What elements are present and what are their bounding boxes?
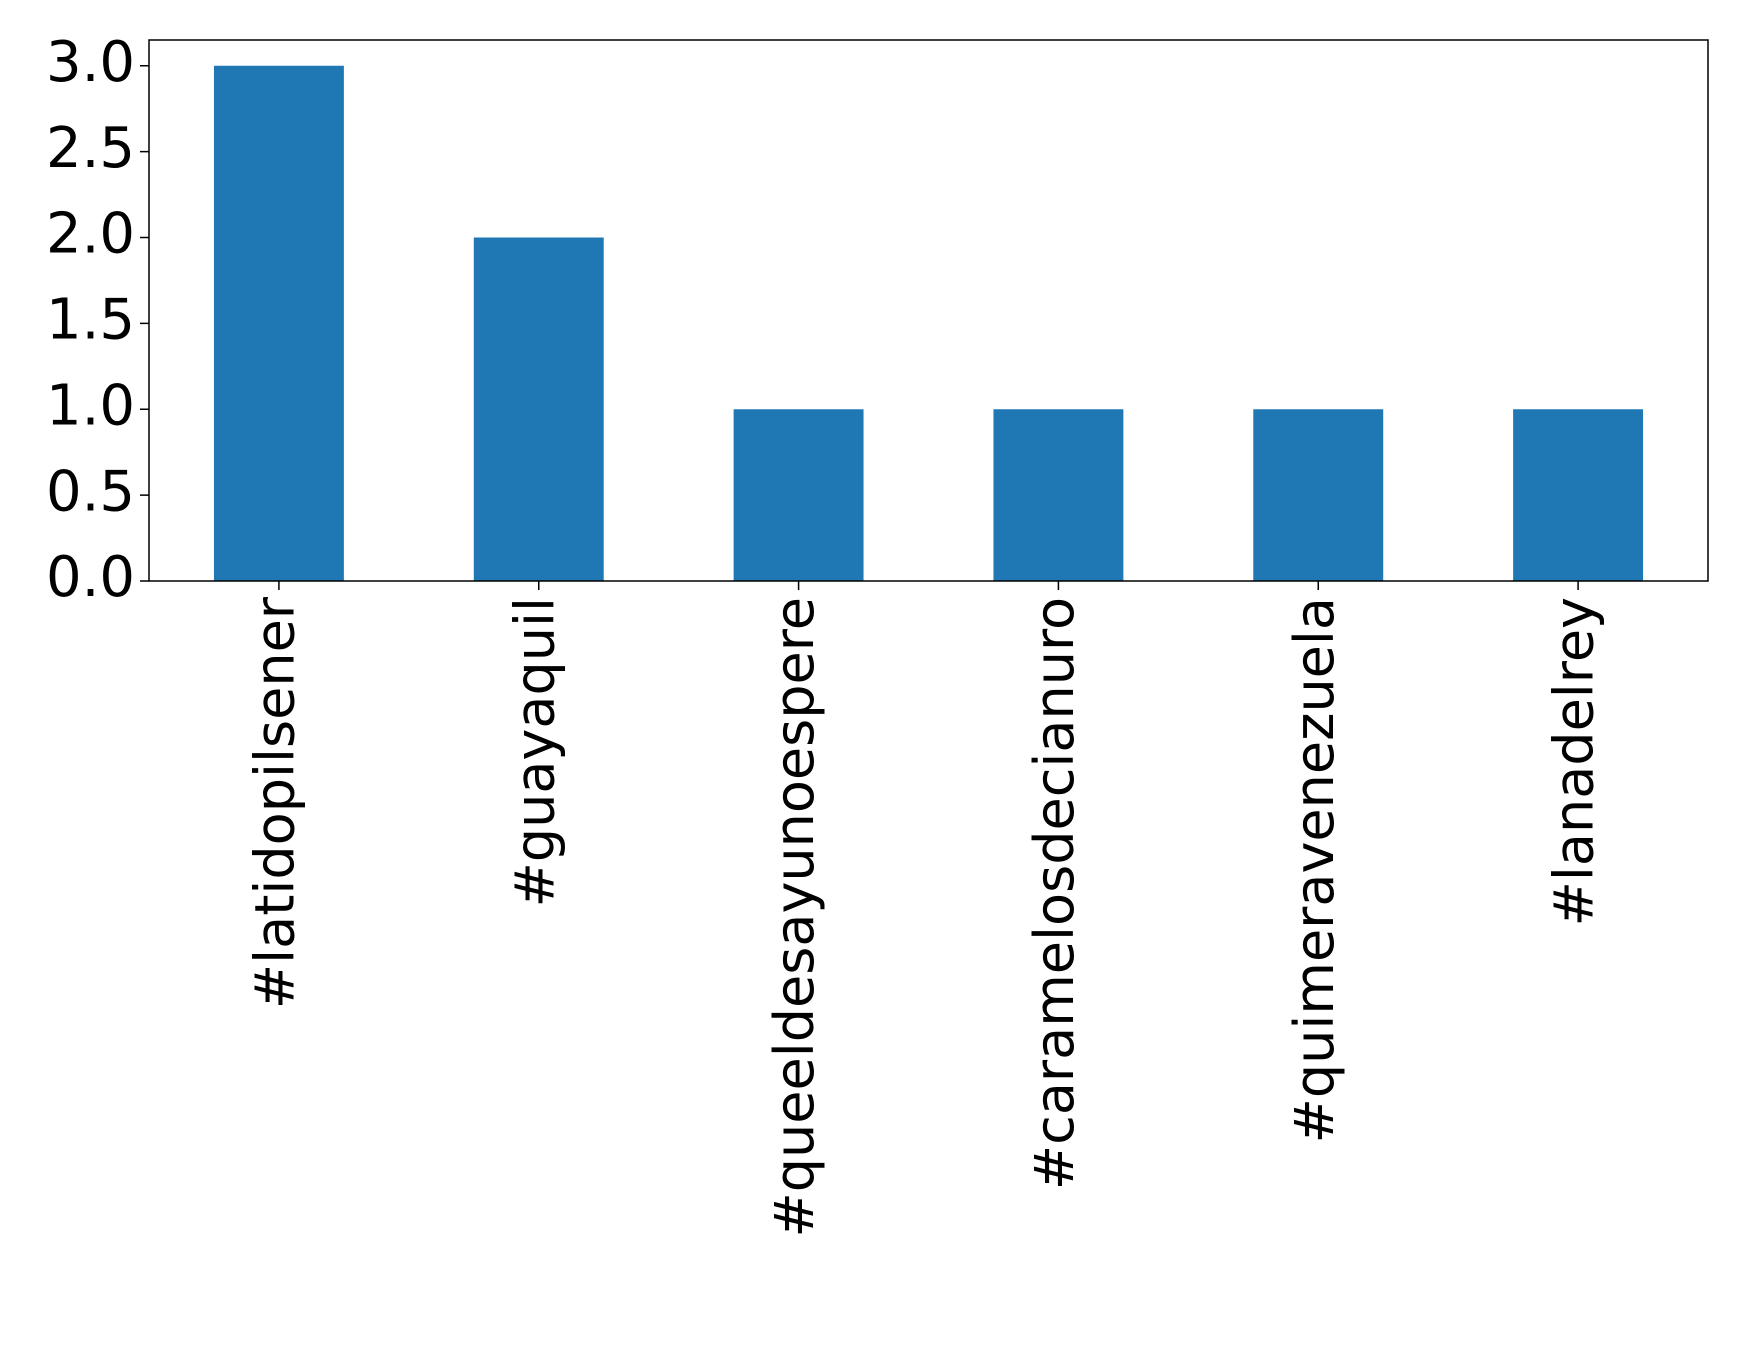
y-tick-label: 0.0: [46, 545, 135, 610]
y-tick-label: 2.5: [46, 116, 135, 181]
bar: [213, 65, 344, 581]
y-tick-label: 1.0: [46, 373, 135, 438]
y-tick-label: 0.5: [46, 459, 135, 524]
x-tick-label: #lanadelrey: [1543, 597, 1606, 926]
x-tick-label: #caramelosdecianuro: [1023, 597, 1086, 1190]
bar: [733, 409, 864, 581]
x-tick-label: #quimeravenezuela: [1283, 597, 1346, 1143]
plot-frame: [148, 39, 1709, 582]
y-tick-label: 2.0: [46, 202, 135, 267]
bar: [1513, 409, 1644, 581]
y-tick-label: 3.0: [46, 30, 135, 95]
x-tick-label: #latidopilsener: [244, 596, 307, 1009]
bar: [1253, 409, 1384, 581]
y-tick-label: 1.5: [46, 288, 135, 353]
bar: [993, 409, 1124, 581]
x-tick-label: #queeldesayunoespere: [763, 597, 826, 1237]
x-tick-label: #guayaquil: [503, 597, 566, 907]
bar: [473, 237, 604, 581]
